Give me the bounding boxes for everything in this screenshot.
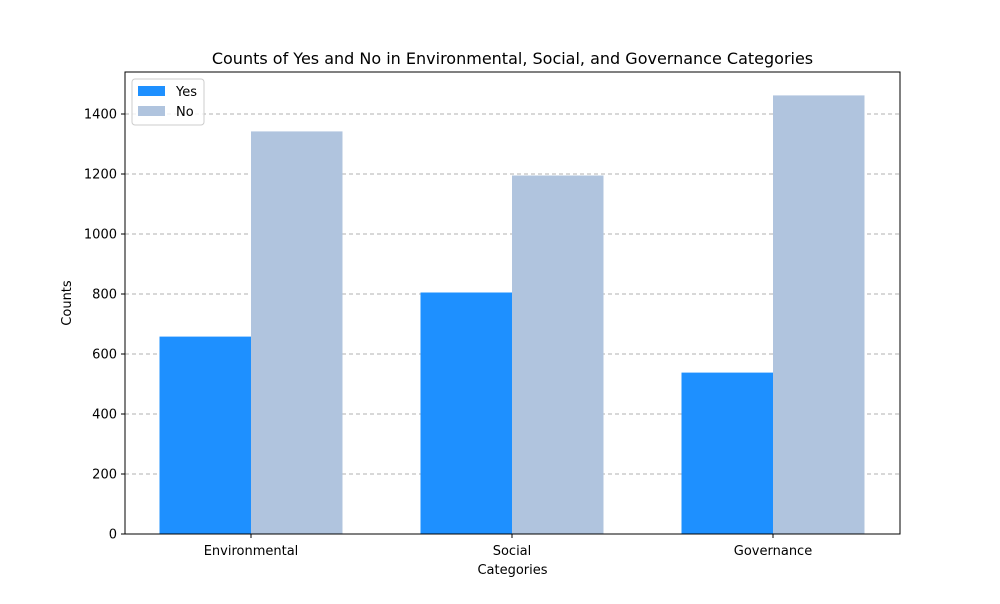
legend-swatch-yes: [138, 86, 165, 96]
y-tick-label: 200: [92, 468, 117, 483]
y-tick-label: 600: [92, 348, 117, 363]
y-tick-label: 800: [92, 288, 117, 303]
x-tick-label: Social: [493, 544, 532, 559]
axis-layer: 0 200 400 600 800 1000 1200 1400 Environmental So…: [84, 108, 812, 560]
legend: Yes No: [131, 78, 205, 126]
x-axis-label: Categories: [477, 563, 547, 578]
bar-layer: [159, 95, 865, 535]
x-tick-label: Environmental: [204, 544, 299, 559]
bar-no-social: [512, 175, 604, 534]
y-axis-label: Counts: [60, 280, 75, 326]
y-tick-label: 1200: [84, 168, 117, 183]
bar-no-governance: [773, 95, 865, 535]
bar-yes-environmental: [159, 336, 251, 534]
y-tick-label: 400: [92, 408, 117, 423]
bar-no-environmental: [251, 131, 343, 534]
bar-yes-social: [420, 292, 512, 534]
x-tick-label: Governance: [734, 544, 812, 559]
y-tick-label: 0: [109, 528, 117, 543]
chart-title: Counts of Yes and No in Environmental, S…: [212, 49, 813, 68]
bar-yes-governance: [681, 372, 773, 534]
legend-label-yes: Yes: [175, 85, 197, 100]
y-tick-label: 1000: [84, 228, 117, 243]
y-tick-label: 1400: [84, 108, 117, 123]
legend-label-no: No: [176, 105, 194, 120]
legend-swatch-no: [138, 106, 165, 116]
